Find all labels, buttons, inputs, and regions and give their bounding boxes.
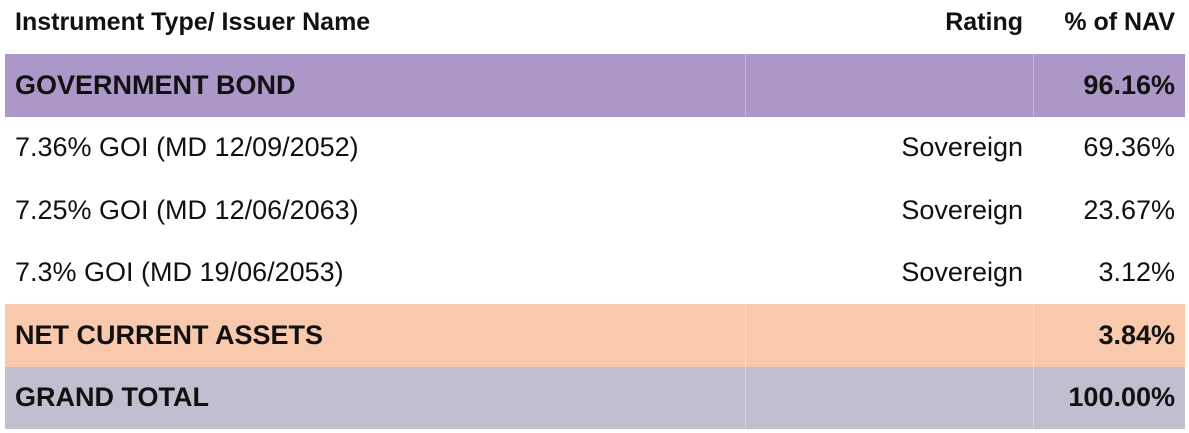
header-row: Instrument Type/ Issuer Name Rating % of…: [5, 0, 1185, 44]
section-row: GOVERNMENT BOND 96.16%: [5, 54, 1185, 117]
nav-percent: 100.00%: [1068, 382, 1175, 413]
issuer-name: GRAND TOTAL: [15, 382, 209, 413]
item-row: 7.25% GOI (MD 12/06/2063) Sovereign 23.67%: [5, 179, 1185, 242]
column-divider: [745, 54, 746, 117]
nav-percent: 3.12%: [1098, 257, 1175, 288]
rating: Sovereign: [901, 194, 1023, 225]
nav-percent: 96.16%: [1083, 69, 1175, 100]
issuer-name: NET CURRENT ASSETS: [15, 319, 324, 350]
nav-percent: 69.36%: [1083, 132, 1175, 163]
nav-percent: 23.67%: [1083, 194, 1175, 225]
column-divider: [745, 304, 746, 367]
header-cell: Instrument Type/ Issuer Name: [15, 7, 371, 36]
item-row: 7.36% GOI (MD 12/09/2052) Sovereign 69.36%: [5, 117, 1185, 180]
rating: Sovereign: [901, 132, 1023, 163]
issuer-name: GOVERNMENT BOND: [15, 69, 296, 100]
header-cell: Rating: [945, 7, 1023, 36]
column-divider: [1033, 366, 1034, 429]
rating: Sovereign: [901, 257, 1023, 288]
net-row: NET CURRENT ASSETS 3.84%: [5, 304, 1185, 367]
header-cell: % of NAV: [1064, 7, 1175, 36]
item-row: 7.3% GOI (MD 19/06/2053) Sovereign 3.12%: [5, 242, 1185, 305]
column-divider: [1033, 54, 1034, 117]
nav-percent: 3.84%: [1098, 319, 1175, 350]
holdings-table: Instrument Type/ Issuer Name Rating % of…: [5, 0, 1185, 429]
issuer-name: 7.36% GOI (MD 12/09/2052): [15, 132, 359, 163]
column-divider: [745, 366, 746, 429]
column-divider: [1033, 304, 1034, 367]
issuer-name: 7.25% GOI (MD 12/06/2063): [15, 194, 359, 225]
total-row: GRAND TOTAL 100.00%: [5, 366, 1185, 429]
issuer-name: 7.3% GOI (MD 19/06/2053): [15, 257, 344, 288]
